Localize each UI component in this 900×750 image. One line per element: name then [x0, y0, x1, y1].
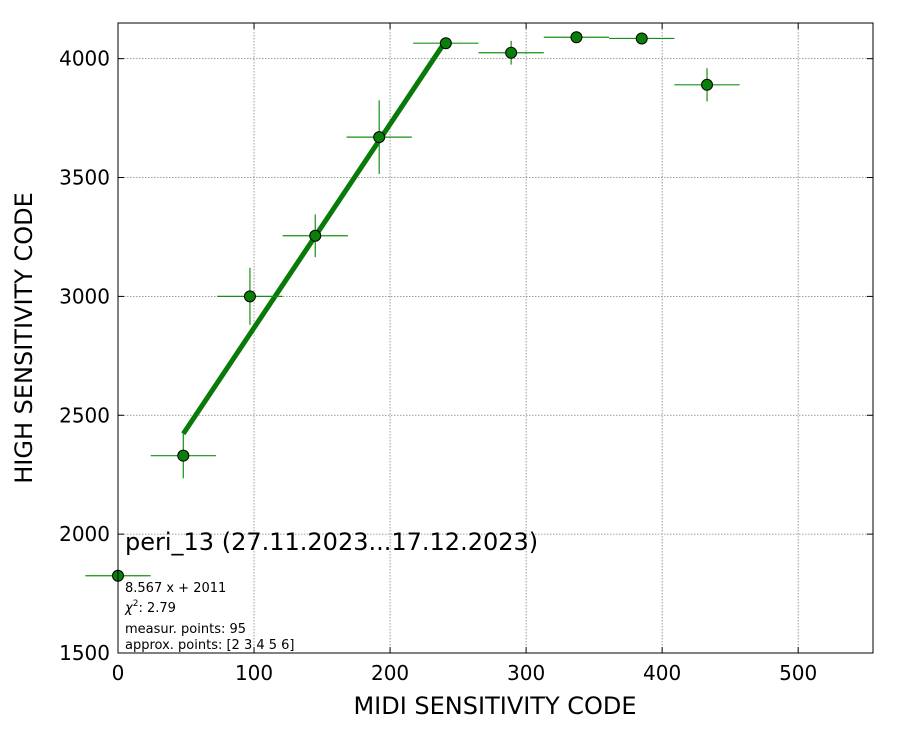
chart-annotation-title: peri_13 (27.11.2023...17.12.2023) — [125, 528, 538, 556]
y-tick-label: 2000 — [59, 522, 110, 546]
data-point-group — [609, 32, 675, 45]
data-point — [439, 37, 452, 50]
data-point-group — [413, 37, 479, 50]
x-tick-label: 200 — [371, 661, 409, 685]
x-tick-label: 500 — [779, 661, 817, 685]
y-tick-label: 3500 — [59, 166, 110, 190]
axis-ticks: 0 100 200 300 400 500 1500 2000 2500 3000 3500 4000 — [59, 23, 873, 685]
data-point-group — [217, 267, 283, 325]
fit-equation-label: 8.567 x + 2011 — [125, 581, 226, 596]
chi2-superscript: 2 — [133, 599, 139, 609]
data-point-group — [674, 68, 740, 102]
data-point — [243, 290, 256, 303]
data-point — [309, 229, 322, 242]
data-point — [373, 131, 386, 144]
x-tick-label: 100 — [235, 661, 273, 685]
data-point-group — [543, 31, 610, 44]
x-axis-label: MIDI SENSITIVITY CODE — [353, 692, 636, 720]
data-point — [177, 449, 190, 462]
y-tick-label: 1500 — [59, 641, 110, 665]
data-point — [635, 32, 648, 45]
data-point — [701, 78, 714, 91]
y-tick-label: 2500 — [59, 403, 110, 427]
data-point-group — [478, 40, 544, 65]
data-point-group — [346, 100, 412, 174]
chi2-value: : 2.79 — [138, 601, 175, 616]
measur-points-label: measur. points: 95 — [125, 622, 246, 637]
y-axis-label: HIGH SENSITIVITY CODE — [10, 192, 38, 484]
data-points — [85, 31, 740, 582]
grid — [118, 23, 873, 653]
approx-points-label: approx. points: [2 3 4 5 6] — [125, 638, 295, 653]
data-point-group — [282, 214, 348, 258]
y-tick-label: 3000 — [59, 284, 110, 308]
chi2-symbol: χ — [124, 601, 134, 616]
y-tick-label: 4000 — [59, 47, 110, 71]
x-tick-label: 300 — [507, 661, 545, 685]
data-point — [570, 31, 583, 44]
x-tick-label: 0 — [112, 661, 125, 685]
data-point-group — [150, 433, 216, 479]
x-tick-label: 400 — [643, 661, 681, 685]
plot-frame — [117, 22, 874, 654]
data-point — [505, 46, 518, 59]
chi2-label: χ2: 2.79 — [124, 599, 176, 616]
